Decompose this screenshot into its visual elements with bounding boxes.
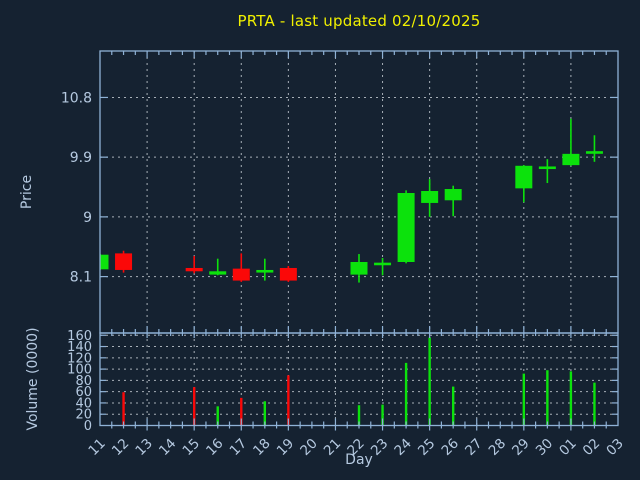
candle-day-25 bbox=[421, 179, 439, 217]
candle-body bbox=[397, 192, 415, 263]
grid-layer bbox=[100, 51, 619, 426]
candle-day-01 bbox=[562, 118, 580, 166]
price-tick-label: 9 bbox=[83, 210, 92, 226]
candle-day-12 bbox=[115, 250, 133, 273]
candle-body bbox=[185, 267, 203, 272]
price-panel-border bbox=[99, 50, 619, 334]
candle-day-18 bbox=[256, 258, 274, 281]
axes-layer bbox=[99, 50, 619, 431]
candle-body bbox=[421, 191, 439, 203]
volume-tick-label: 100 bbox=[67, 363, 92, 378]
candle-day-17 bbox=[232, 253, 250, 282]
volume-tick-label: 20 bbox=[75, 408, 92, 423]
candle-day-26 bbox=[444, 185, 462, 217]
volume-tick-label: 80 bbox=[75, 374, 92, 389]
candle-body bbox=[444, 189, 462, 201]
candle-body bbox=[585, 151, 603, 154]
candles bbox=[100, 118, 603, 283]
candle-day-22 bbox=[350, 254, 368, 283]
candle-body bbox=[538, 166, 556, 170]
candle-body bbox=[374, 262, 392, 266]
candle-body bbox=[115, 253, 133, 270]
candle-day-16 bbox=[209, 258, 227, 276]
candle-body bbox=[562, 153, 580, 166]
candle-day-02 bbox=[585, 135, 603, 162]
candle-body bbox=[209, 271, 227, 275]
candle-body bbox=[100, 254, 109, 270]
price-tick-label: 9.9 bbox=[70, 150, 92, 166]
candle-day-30 bbox=[538, 159, 556, 184]
volume-tick-label: 0 bbox=[84, 419, 92, 434]
day-axis-label: Day bbox=[345, 452, 373, 468]
candle-body bbox=[515, 165, 533, 189]
price-axis-label: Price bbox=[19, 174, 35, 210]
candle-body bbox=[232, 268, 250, 281]
candle-day-24 bbox=[397, 190, 415, 264]
candle-day-19 bbox=[279, 265, 297, 282]
chart-title: PRTA - last updated 02/10/2025 bbox=[237, 12, 481, 30]
candle-body bbox=[350, 262, 368, 275]
candle-day-11 bbox=[100, 254, 109, 270]
volume-tick-label: 160 bbox=[67, 329, 92, 344]
candle-body bbox=[279, 267, 297, 281]
candle-day-15 bbox=[185, 256, 203, 274]
volume-tick-label: 140 bbox=[67, 340, 92, 355]
candle-body bbox=[256, 269, 274, 273]
volume-tick-label: 120 bbox=[67, 351, 92, 366]
price-tick-label: 10.8 bbox=[61, 90, 92, 106]
candle-day-23 bbox=[374, 258, 392, 276]
candle-day-29 bbox=[515, 165, 533, 203]
volume-tick-label: 60 bbox=[75, 385, 92, 400]
volume-tick-label: 40 bbox=[75, 396, 92, 411]
volume-axis-label: Volume (0000) bbox=[25, 327, 41, 431]
price-tick-label: 8.1 bbox=[70, 270, 92, 286]
